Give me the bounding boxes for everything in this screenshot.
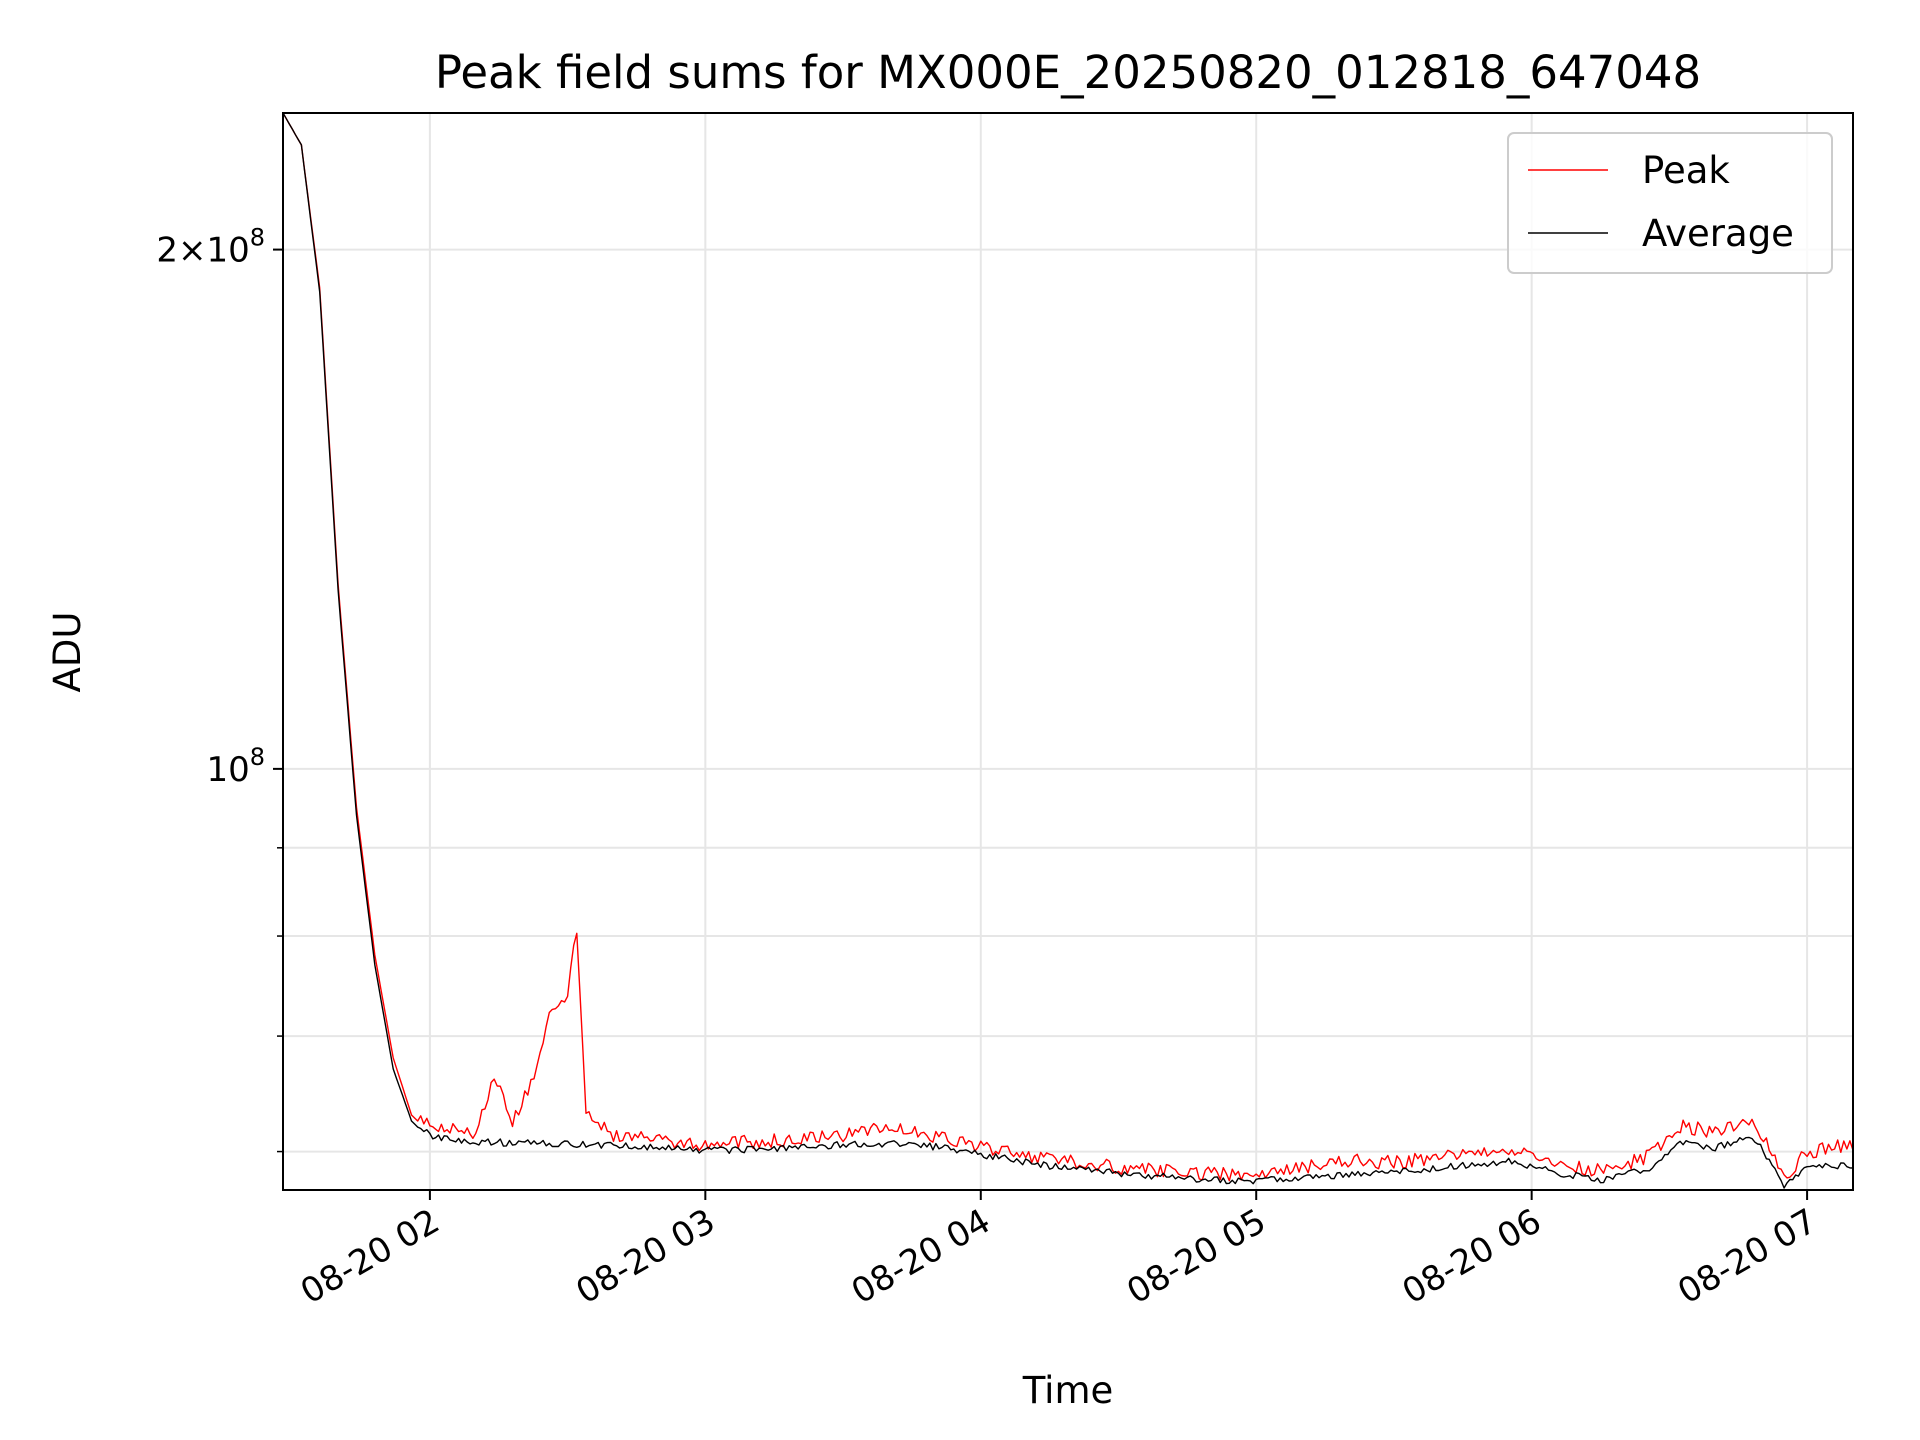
y-axis-label: ADU bbox=[46, 612, 89, 693]
x-axis-label: Time bbox=[1022, 1369, 1114, 1412]
y-axis-ticks: 108 2×108 bbox=[156, 224, 283, 1153]
series-line-average bbox=[283, 113, 1853, 1189]
plot-frame bbox=[282, 112, 1854, 1191]
legend: Peak Average bbox=[1507, 132, 1833, 274]
series-line-peak bbox=[283, 113, 1853, 1182]
series-layer bbox=[283, 113, 1853, 1189]
legend-box bbox=[1507, 132, 1833, 274]
chart-title: Peak field sums for MX000E_20250820_0128… bbox=[435, 46, 1701, 99]
legend-label-peak: Peak bbox=[1642, 149, 1730, 192]
y-tick-label: 2×108 bbox=[156, 224, 265, 271]
legend-label-average: Average bbox=[1642, 212, 1794, 255]
y-tick-label: 108 bbox=[206, 743, 265, 790]
